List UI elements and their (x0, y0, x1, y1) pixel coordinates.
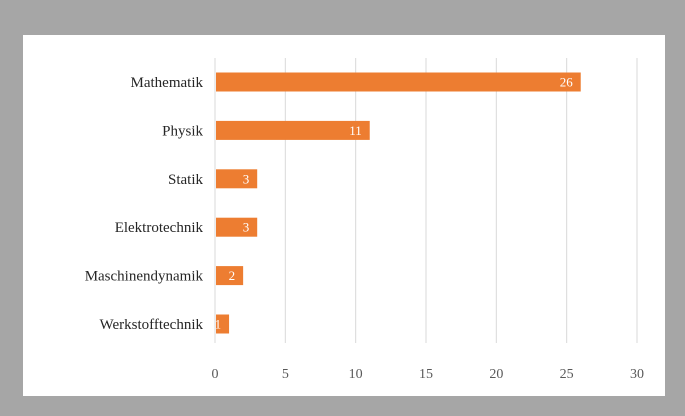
data-label: 1 (215, 317, 222, 332)
x-tick-label: 0 (212, 367, 219, 382)
category-label: Werkstofftechnik (100, 317, 204, 333)
chart-panel (23, 35, 665, 396)
x-tick-label: 30 (630, 367, 644, 382)
data-label: 2 (229, 268, 236, 283)
bar-elektrotechnik (216, 217, 258, 237)
category-label: Maschinendynamik (85, 269, 204, 285)
data-label: 11 (349, 123, 362, 138)
data-label: 3 (243, 220, 250, 235)
x-tick-label: 10 (349, 367, 363, 382)
category-label: Elektrotechnik (115, 220, 204, 236)
bar-statik (216, 169, 258, 189)
bar-mathematik (216, 72, 581, 92)
data-label: 3 (243, 171, 250, 186)
x-tick-label: 5 (282, 367, 289, 382)
data-label: 26 (560, 75, 574, 90)
category-label: Physik (162, 123, 203, 139)
x-tick-label: 20 (489, 367, 503, 382)
x-tick-label: 15 (419, 367, 433, 382)
category-label: Mathematik (131, 75, 204, 91)
bars (216, 72, 581, 334)
bar-werkstofftechnik (216, 314, 230, 334)
x-tick-label: 25 (560, 367, 574, 382)
labels: 0 5 10 15 20 25 30 Mathematik 26 Physik 11 Statik 3 E… (85, 75, 644, 383)
bar-physik (216, 120, 370, 140)
gridlines (284, 58, 638, 343)
bar-maschinendynamik (216, 266, 244, 286)
category-label: Statik (168, 172, 204, 188)
